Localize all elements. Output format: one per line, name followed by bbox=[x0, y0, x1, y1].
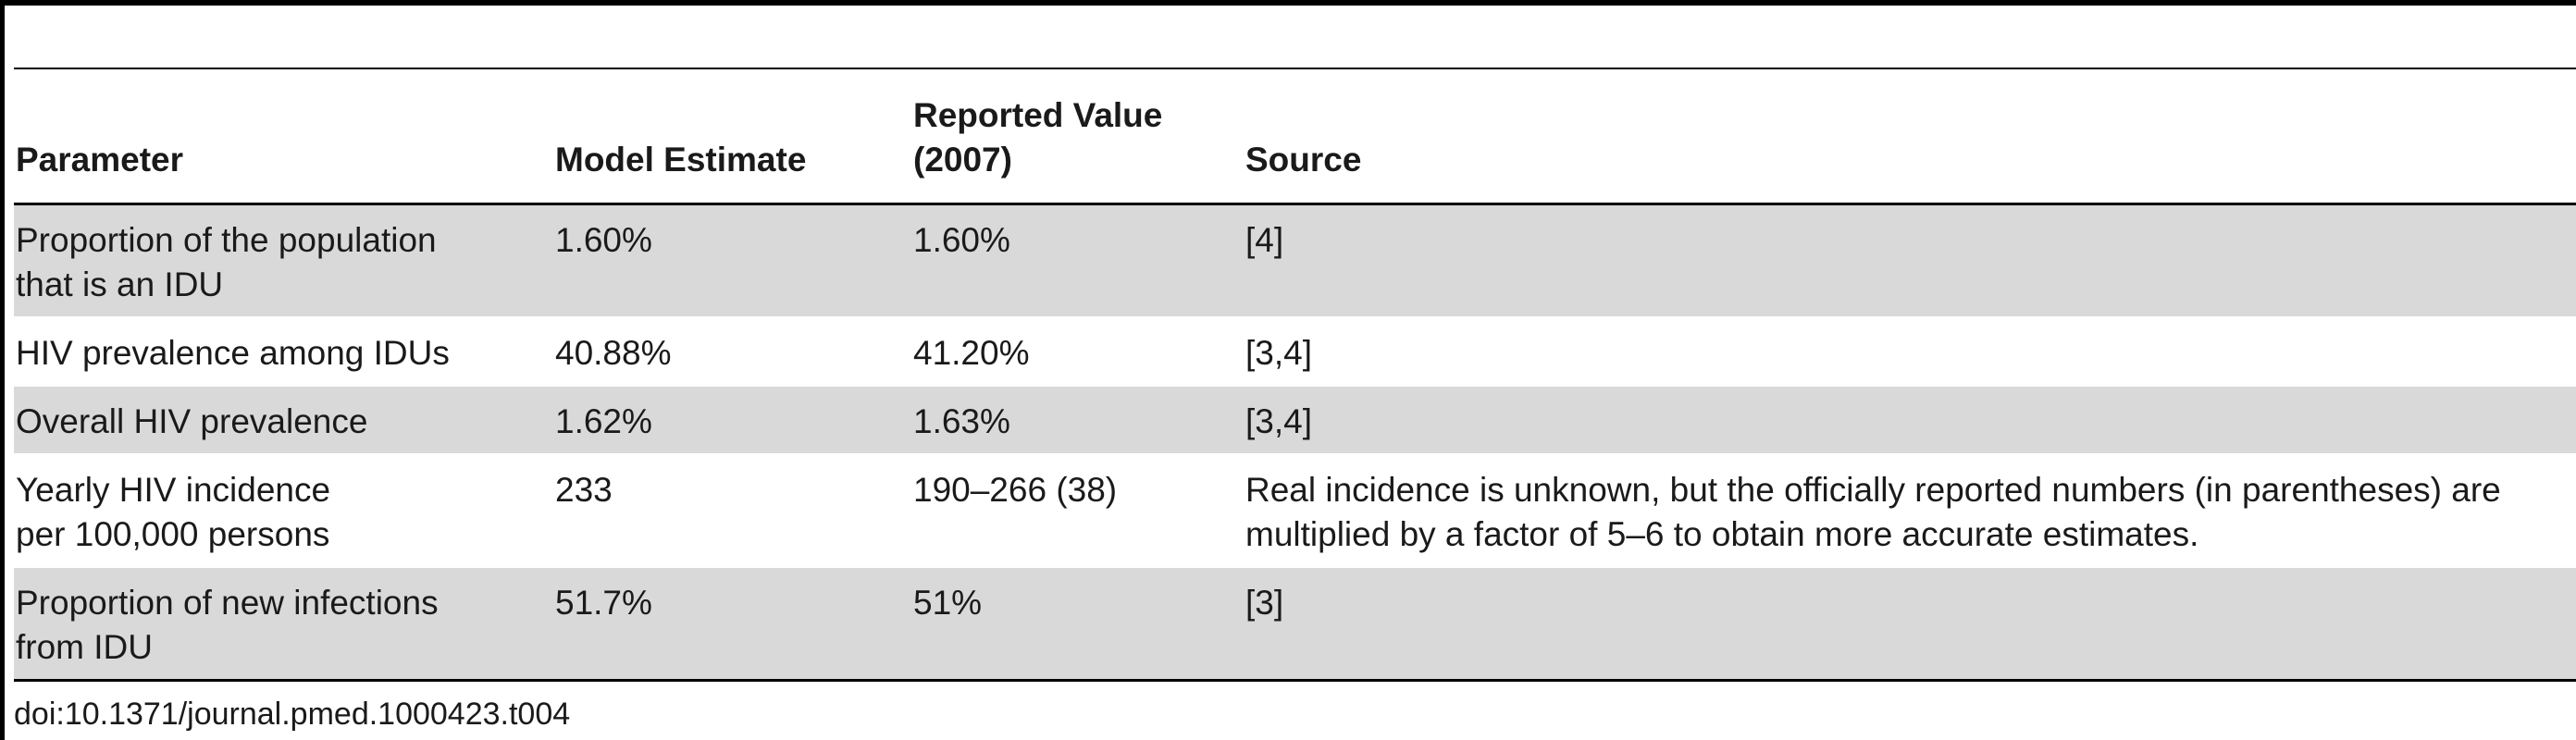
cell-model-estimate: 1.62% bbox=[555, 402, 652, 440]
doi-caption: doi:10.1371/journal.pmed.1000423.t004 bbox=[14, 697, 571, 732]
header-reported-value-label: Reported Value (2007) bbox=[913, 96, 1163, 179]
cell-parameter: Proportion of the population that is an … bbox=[14, 204, 553, 318]
cell-parameter: HIV prevalence among IDUs bbox=[16, 334, 450, 372]
table-row: Yearly HIV incidence per 100,000 persons… bbox=[14, 454, 2576, 567]
cell-parameter-text: Yearly HIV incidence per 100,000 persons bbox=[16, 471, 331, 553]
data-table-container: Parameter Model Estimate Reported Value … bbox=[14, 68, 2576, 682]
cell-reported-value: 190–266 (38) bbox=[913, 471, 1118, 509]
cell-reported-value: 51% bbox=[913, 584, 983, 622]
header-parameter: Parameter bbox=[16, 141, 184, 179]
cell-model-estimate: 1.60% bbox=[555, 221, 652, 259]
cell-reported-value: 1.63% bbox=[913, 402, 1010, 440]
cell-source: Real incidence is unknown, but the offic… bbox=[1245, 471, 2501, 553]
cell-reported-value: 41.20% bbox=[913, 334, 1030, 372]
parameter-table: Parameter Model Estimate Reported Value … bbox=[14, 68, 2576, 682]
table-header-row: Parameter Model Estimate Reported Value … bbox=[14, 68, 2576, 204]
cell-parameter: Overall HIV prevalence bbox=[16, 402, 368, 440]
cell-model-estimate: 233 bbox=[555, 471, 613, 509]
cell-parameter-text: Proportion of new infections from IDU bbox=[16, 584, 439, 666]
cell-source: [3,4] bbox=[1245, 402, 1312, 440]
cell-source: [3,4] bbox=[1245, 334, 1312, 372]
cell-model-estimate: 51.7% bbox=[555, 584, 652, 622]
cell-source: [3] bbox=[1245, 584, 1284, 622]
header-source: Source bbox=[1245, 141, 1362, 179]
cell-source: [4] bbox=[1245, 221, 1284, 259]
table-row: Overall HIV prevalence 1.62% 1.63% [3,4] bbox=[14, 386, 2576, 454]
header-model-estimate: Model Estimate bbox=[555, 141, 807, 179]
cell-model-estimate: 40.88% bbox=[555, 334, 672, 372]
table-row: Proportion of the population that is an … bbox=[14, 204, 2576, 318]
header-reported-value: Reported Value (2007) bbox=[911, 68, 1244, 204]
cell-reported-value: 1.60% bbox=[913, 221, 1010, 259]
top-border-rule bbox=[0, 0, 2576, 6]
table-row: HIV prevalence among IDUs 40.88% 41.20% … bbox=[14, 317, 2576, 386]
cell-parameter: Yearly HIV incidence per 100,000 persons bbox=[14, 454, 553, 567]
cell-parameter-text: Proportion of the population that is an … bbox=[16, 221, 437, 303]
table-row: Proportion of new infections from IDU 51… bbox=[14, 567, 2576, 681]
cell-parameter: Proportion of new infections from IDU bbox=[14, 567, 553, 681]
left-border-rule bbox=[0, 0, 5, 740]
